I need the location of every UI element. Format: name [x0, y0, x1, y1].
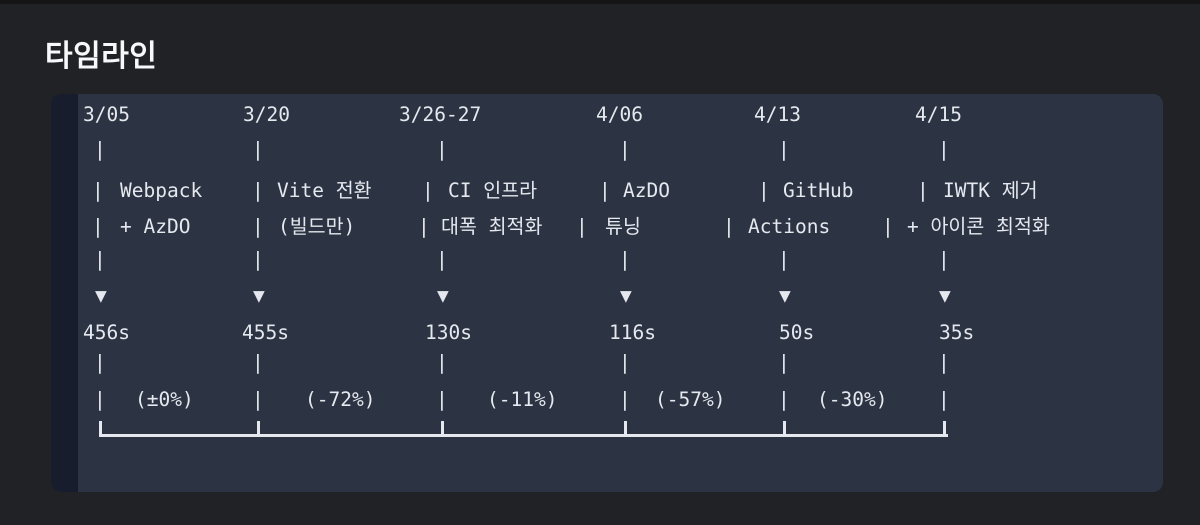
timeline-axis-line	[99, 434, 948, 437]
timeline-axis-tick	[99, 421, 102, 436]
arrow-down-icon: ▼	[253, 284, 265, 307]
arrow-down-icon: ▼	[95, 284, 107, 307]
timeline-event-label: (빌드만)	[278, 215, 356, 238]
timeline-pipe: |	[252, 215, 264, 238]
timeline-pipe: |	[619, 138, 631, 161]
timeline-pipe: |	[94, 138, 106, 161]
timeline-delta: (-30%)	[817, 388, 888, 411]
timeline-event-label: + 아이콘 최적화	[907, 215, 1050, 238]
timeline-pipe: |	[576, 215, 588, 238]
timeline-axis-tick	[783, 421, 786, 436]
arrow-down-icon: ▼	[939, 284, 951, 307]
timeline-pipe: |	[938, 351, 950, 374]
timeline-pipe: |	[94, 248, 106, 271]
timeline-pipe: |	[619, 248, 631, 271]
timeline-pipe: |	[252, 388, 264, 411]
timeline-pipe: |	[418, 215, 430, 238]
timeline-code-block	[51, 94, 1163, 492]
timeline-event-label: + AzDO	[120, 215, 191, 238]
timeline-duration: 455s	[242, 321, 289, 344]
timeline-event-label: GitHub	[783, 179, 854, 202]
timeline-date: 4/13	[754, 103, 801, 126]
timeline-pipe: |	[778, 138, 790, 161]
timeline-date: 3/20	[243, 103, 290, 126]
timeline-delta: (-72%)	[305, 388, 376, 411]
timeline-date: 3/26-27	[399, 103, 482, 126]
timeline-axis-tick	[441, 421, 444, 436]
timeline-pipe: |	[92, 179, 104, 202]
timeline-event-label: IWTK 제거	[943, 179, 1038, 202]
timeline-event-label: 대폭 최적화	[441, 215, 543, 238]
arrow-down-icon: ▼	[779, 284, 791, 307]
timeline-event-label: Webpack	[120, 179, 203, 202]
timeline-duration: 130s	[425, 321, 472, 344]
timeline-pipe: |	[917, 179, 929, 202]
timeline-duration: 50s	[779, 321, 815, 344]
page-title: 타임라인	[45, 40, 158, 73]
code-block-gutter	[51, 94, 78, 492]
timeline-duration: 456s	[83, 321, 130, 344]
timeline-delta: (-11%)	[487, 388, 558, 411]
timeline-pipe: |	[252, 351, 264, 374]
timeline-date: 4/15	[915, 103, 962, 126]
timeline-event-label: CI 인프라	[448, 179, 538, 202]
timeline-event-label: Actions	[748, 215, 831, 238]
timeline-pipe: |	[94, 351, 106, 374]
timeline-pipe: |	[422, 179, 434, 202]
timeline-pipe: |	[619, 388, 631, 411]
timeline-delta: (-57%)	[655, 388, 726, 411]
timeline-pipe: |	[778, 248, 790, 271]
timeline-pipe: |	[436, 138, 448, 161]
arrow-down-icon: ▼	[437, 284, 449, 307]
timeline-event-label: 튜닝	[605, 215, 641, 238]
timeline-event-label: Vite 전환	[277, 179, 372, 202]
arrow-down-icon: ▼	[620, 284, 632, 307]
timeline-pipe: |	[252, 248, 264, 271]
timeline-pipe: |	[252, 138, 264, 161]
timeline-pipe: |	[758, 179, 770, 202]
timeline-pipe: |	[619, 351, 631, 374]
timeline-pipe: |	[778, 351, 790, 374]
timeline-duration: 35s	[939, 321, 975, 344]
timeline-pipe: |	[938, 388, 950, 411]
timeline-pipe: |	[94, 388, 106, 411]
timeline-axis-tick	[624, 421, 627, 436]
timeline-axis-tick	[257, 421, 260, 436]
timeline-axis-tick	[943, 421, 946, 436]
timeline-pipe: |	[92, 215, 104, 238]
timeline-event-label: AzDO	[623, 179, 670, 202]
timeline-pipe: |	[938, 138, 950, 161]
timeline-pipe: |	[778, 388, 790, 411]
timeline-duration: 116s	[609, 321, 656, 344]
timeline-pipe: |	[436, 388, 448, 411]
timeline-pipe: |	[882, 215, 894, 238]
timeline-pipe: |	[436, 351, 448, 374]
timeline-pipe: |	[723, 215, 735, 238]
top-edge-strip	[0, 0, 1200, 4]
timeline-pipe: |	[938, 248, 950, 271]
timeline-pipe: |	[599, 179, 611, 202]
timeline-pipe: |	[252, 179, 264, 202]
timeline-date: 4/06	[596, 103, 643, 126]
timeline-date: 3/05	[83, 103, 130, 126]
timeline-delta: (±0%)	[135, 388, 194, 411]
timeline-pipe: |	[436, 248, 448, 271]
